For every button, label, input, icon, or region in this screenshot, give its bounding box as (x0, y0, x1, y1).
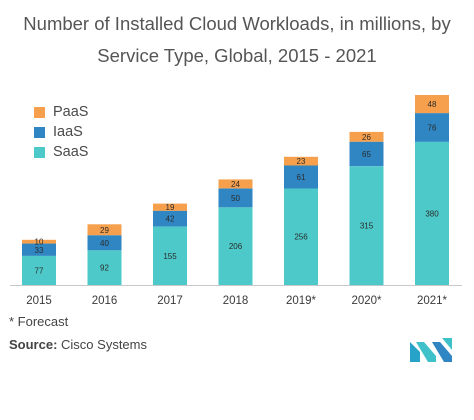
x-tick-label: 2018 (223, 295, 249, 307)
legend-label-saas: SaaS (53, 144, 89, 160)
legend-item-iaas: IaaS (34, 123, 83, 141)
forecast-footnote: * Forecast (9, 314, 69, 329)
bar-paas-2020 (349, 131, 384, 142)
data-label-saas-2020: 315 (360, 222, 374, 231)
data-label-paas-2017: 19 (166, 203, 175, 212)
data-label-iaas-2020: 65 (362, 150, 371, 159)
mordor-intelligence-logo-icon (410, 338, 452, 362)
bar-iaas-2021 (415, 113, 449, 142)
legend-item-saas: SaaS (34, 143, 88, 161)
data-label-paas-2015: 10 (35, 238, 44, 247)
legend-item-paas: PaaS (34, 103, 88, 121)
bar-iaas-2015 (22, 243, 56, 256)
data-label-saas-2019: 256 (294, 233, 308, 242)
bar-iaas-2019 (284, 165, 318, 189)
chart-title: Number of Installed Cloud Workloads, in … (23, 13, 451, 66)
data-label-iaas-2017: 42 (166, 215, 175, 224)
bar-iaas-2020 (349, 141, 384, 167)
legend-swatch-paas (34, 106, 45, 118)
data-label-iaas-2016: 40 (100, 239, 109, 248)
bar-iaas-2016 (87, 235, 122, 251)
legend-label-paas: PaaS (53, 104, 89, 120)
data-label-iaas-2018: 50 (231, 194, 240, 203)
bar-paas-2015 (22, 239, 56, 244)
bar-iaas-2017 (153, 210, 187, 227)
data-label-saas-2016: 92 (100, 264, 109, 273)
data-label-iaas-2021: 76 (428, 123, 437, 132)
x-tick-label: 2019* (286, 295, 317, 307)
data-label-paas-2019: 23 (297, 157, 306, 166)
data-label-paas-2018: 24 (231, 180, 240, 189)
data-label-saas-2017: 155 (163, 252, 177, 261)
data-label-saas-2015: 77 (35, 267, 44, 276)
data-label-paas-2020: 26 (362, 133, 371, 142)
bar-saas-2019 (284, 188, 318, 285)
data-label-iaas-2019: 61 (297, 173, 306, 182)
bar-iaas-2018 (218, 188, 253, 208)
source-line: Source: Cisco Systems (9, 337, 147, 352)
bar-saas-2016 (87, 250, 122, 285)
source-value: Cisco Systems (61, 337, 147, 352)
legend-swatch-saas (34, 146, 45, 158)
x-tick-label: 2015 (26, 295, 52, 307)
bar-saas-2017 (153, 226, 187, 285)
data-label-saas-2018: 206 (229, 242, 243, 251)
bar-paas-2021 (415, 95, 449, 114)
bar-paas-2017 (153, 203, 187, 211)
bar-saas-2018 (218, 207, 253, 285)
bar-saas-2020 (349, 166, 384, 286)
bar-paas-2019 (284, 156, 318, 166)
legend-label-iaas: IaaS (53, 124, 83, 140)
data-label-saas-2021: 380 (425, 209, 439, 218)
x-tick-label: 2020* (351, 295, 382, 307)
bar-saas-2015 (22, 256, 56, 285)
x-tick-label: 2021* (417, 295, 448, 307)
data-label-iaas-2015: 33 (35, 246, 44, 255)
x-tick-label: 2016 (92, 295, 118, 307)
bar-paas-2018 (218, 179, 253, 189)
data-label-paas-2016: 29 (100, 226, 109, 235)
x-tick-label: 2017 (157, 295, 183, 307)
data-label-paas-2021: 48 (428, 100, 437, 109)
source-label: Source: (9, 337, 58, 352)
legend-swatch-iaas (34, 126, 45, 138)
bar-saas-2021 (415, 141, 449, 285)
bar-paas-2016 (87, 224, 122, 236)
